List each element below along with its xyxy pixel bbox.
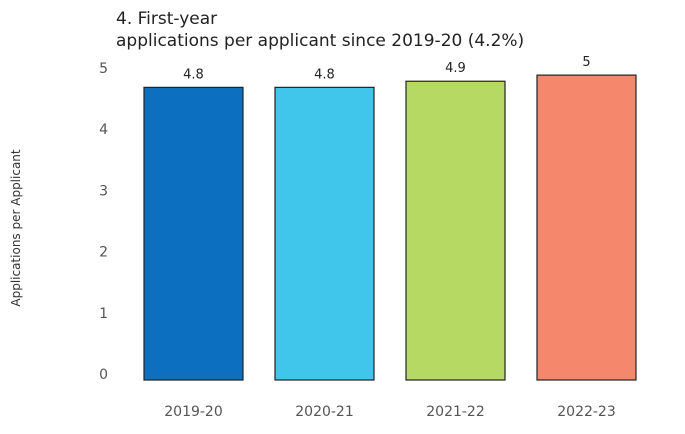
x-tick-label: 2021-22: [426, 404, 485, 420]
bar-2019-20: [143, 86, 244, 381]
y-tick-label: 0: [99, 367, 108, 383]
y-tick-label: 3: [99, 183, 108, 199]
bar-2020-21: [274, 86, 375, 381]
bar-2021-22: [405, 80, 506, 381]
data-label: 4.8: [314, 67, 335, 82]
x-tick-label: 2020-21: [295, 404, 354, 420]
x-tick-label: 2022-23: [557, 404, 616, 420]
bar-2022-23: [536, 74, 637, 381]
data-label: 4.9: [445, 61, 466, 76]
bars: [143, 74, 637, 381]
data-labels: 4.8 4.8 4.9 5: [183, 55, 590, 82]
chart-title-line-1: 4. First-year: [116, 9, 218, 29]
y-tick-label: 1: [99, 306, 108, 322]
x-axis-ticks: 2019-20 2020-21 2021-22 2022-23: [164, 404, 616, 420]
y-tick-label: 5: [99, 61, 108, 77]
y-axis-ticks: 0 1 2 3 4 5: [99, 61, 108, 383]
x-tick-label: 2019-20: [164, 404, 223, 420]
data-label: 4.8: [183, 67, 204, 82]
y-tick-label: 2: [99, 245, 108, 261]
chart-title-line-2: applications per applicant since 2019-20…: [116, 31, 525, 51]
y-tick-label: 4: [99, 122, 108, 138]
data-label: 5: [582, 55, 590, 70]
